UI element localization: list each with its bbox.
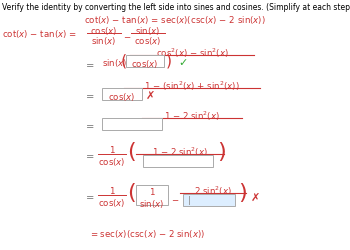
Text: = sec($x$)(csc($x$) $-$ 2 sin($x$)): = sec($x$)(csc($x$) $-$ 2 sin($x$)) — [90, 227, 205, 239]
Text: cos($x$): cos($x$) — [108, 91, 136, 102]
Text: cos($x$): cos($x$) — [98, 156, 126, 167]
Text: 1 $-$ 2 sin$^2$($x$): 1 $-$ 2 sin$^2$($x$) — [152, 146, 208, 159]
Text: 1 $-$ 2 sin$^2$($x$): 1 $-$ 2 sin$^2$($x$) — [164, 110, 220, 123]
Text: |: | — [188, 195, 191, 204]
FancyBboxPatch shape — [136, 185, 168, 205]
Text: cos($x$): cos($x$) — [98, 196, 126, 208]
Text: cot($x$) $-$ tan($x$) =: cot($x$) $-$ tan($x$) = — [2, 28, 77, 40]
Text: sin($x$): sin($x$) — [135, 25, 161, 37]
FancyBboxPatch shape — [126, 56, 164, 68]
Text: cot($x$) $-$ tan($x$) = sec($x$)(csc($x$) $-$ 2 sin($x$)): cot($x$) $-$ tan($x$) = sec($x$)(csc($x$… — [84, 14, 266, 26]
Text: $-$: $-$ — [171, 193, 179, 202]
Text: cos($x$): cos($x$) — [131, 58, 159, 70]
Text: cos($x$): cos($x$) — [90, 25, 118, 37]
Text: 1: 1 — [109, 186, 115, 195]
Text: ✗: ✗ — [251, 192, 260, 202]
Text: Verify the identity by converting the left side into sines and cosines. (Simplif: Verify the identity by converting the le… — [2, 3, 350, 12]
Text: sin($x$): sin($x$) — [139, 197, 165, 209]
FancyBboxPatch shape — [183, 194, 235, 206]
Text: ): ) — [217, 142, 226, 161]
Text: (: ( — [121, 54, 127, 69]
Text: =: = — [86, 122, 94, 132]
Text: =: = — [86, 92, 94, 102]
Text: ): ) — [238, 182, 247, 202]
Text: (: ( — [127, 142, 136, 161]
FancyBboxPatch shape — [102, 118, 162, 130]
Text: $-$: $-$ — [123, 31, 131, 40]
FancyBboxPatch shape — [143, 156, 213, 167]
Text: ✗: ✗ — [146, 91, 155, 101]
Text: sin($x$): sin($x$) — [91, 35, 117, 47]
Text: 1 $-$ (sin$^2$($x$) + sin$^2$($x$)): 1 $-$ (sin$^2$($x$) + sin$^2$($x$)) — [144, 80, 240, 93]
Text: =: = — [86, 192, 94, 202]
FancyBboxPatch shape — [102, 89, 142, 101]
Text: 1: 1 — [109, 146, 115, 154]
Text: 1: 1 — [149, 187, 155, 196]
Text: =: = — [86, 61, 94, 71]
Text: (: ( — [127, 182, 136, 202]
Text: ): ) — [166, 54, 172, 69]
Text: cos$^2$($x$) $-$ sin$^2$($x$): cos$^2$($x$) $-$ sin$^2$($x$) — [156, 47, 229, 60]
Text: sin($x$): sin($x$) — [102, 57, 127, 69]
Text: cos($x$): cos($x$) — [134, 35, 162, 47]
Text: 2 sin$^2$($x$): 2 sin$^2$($x$) — [194, 184, 232, 198]
Text: =: = — [86, 152, 94, 161]
Text: ✓: ✓ — [178, 58, 187, 68]
